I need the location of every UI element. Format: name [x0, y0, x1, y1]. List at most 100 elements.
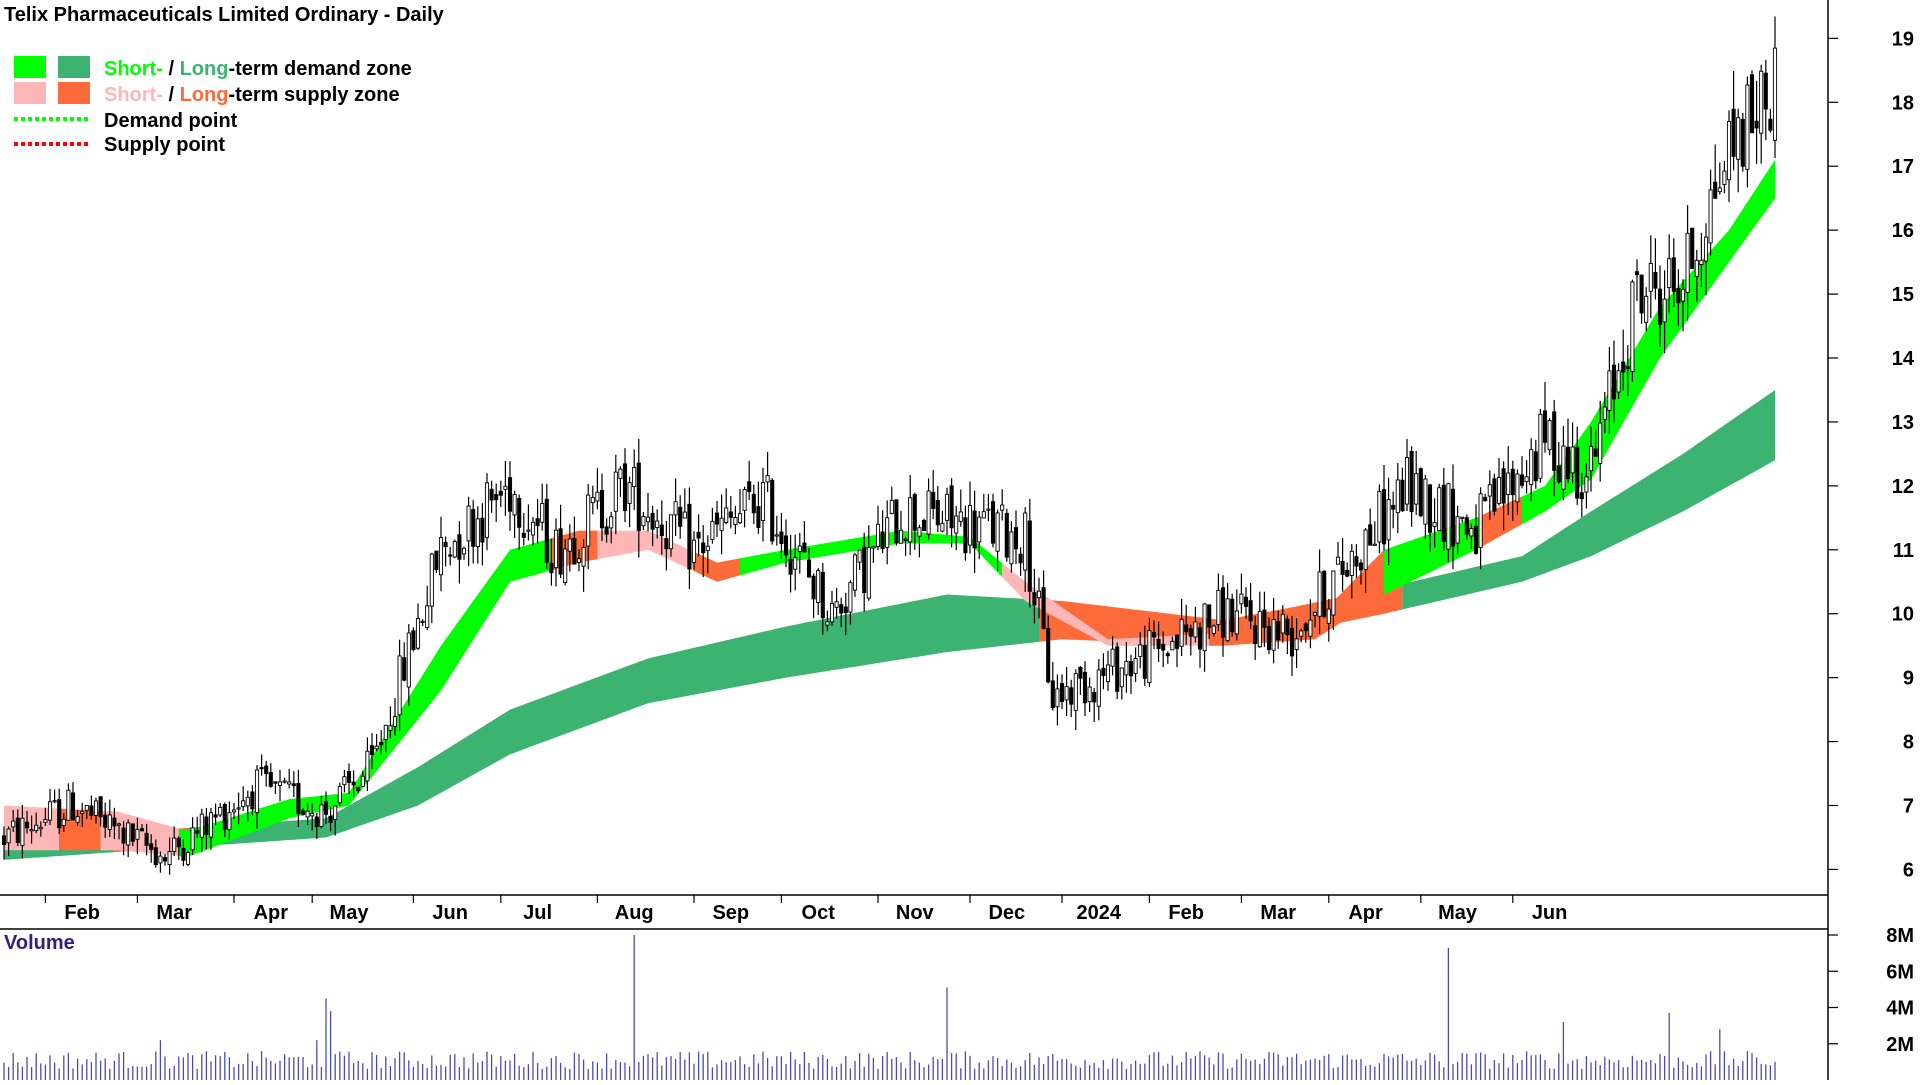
candle	[751, 484, 756, 525]
candle	[553, 518, 559, 587]
candle-body	[1703, 236, 1709, 262]
candle-body	[1391, 504, 1396, 510]
candle-body	[1046, 627, 1051, 683]
candle-body	[770, 479, 775, 542]
candle	[208, 807, 214, 850]
candle-body	[1722, 170, 1727, 185]
candle-body	[756, 506, 761, 528]
candle	[567, 524, 572, 572]
candle-body	[144, 832, 149, 846]
candle-body	[1736, 117, 1741, 160]
candle-body	[1234, 610, 1239, 635]
candle	[613, 454, 618, 535]
candle	[889, 486, 894, 515]
candle-body	[277, 781, 283, 786]
candle-body	[1598, 422, 1603, 464]
candle-body	[1372, 543, 1377, 546]
candle-body	[494, 494, 499, 501]
candle	[931, 469, 936, 520]
candle	[1450, 464, 1456, 570]
candle	[1372, 521, 1377, 546]
candle-body	[714, 512, 720, 525]
candle-body	[448, 554, 453, 557]
candle-body	[553, 529, 559, 569]
candle-body	[1395, 479, 1400, 514]
candle-body	[1529, 449, 1534, 486]
candle	[1745, 76, 1750, 188]
candle-body	[383, 724, 388, 740]
candle-body	[461, 547, 467, 555]
candle-body	[581, 547, 586, 567]
candle	[1749, 70, 1755, 134]
candle-body	[195, 830, 200, 834]
candle	[1253, 615, 1258, 660]
candle-body	[1151, 631, 1157, 638]
candle	[20, 804, 25, 859]
candle-body	[1248, 600, 1253, 622]
candle-body	[977, 516, 982, 543]
candle	[305, 803, 310, 825]
candle	[806, 548, 812, 578]
candle-body	[434, 550, 439, 571]
candle	[1634, 259, 1640, 301]
candle	[673, 478, 678, 537]
candle	[797, 532, 802, 574]
candle-body	[604, 526, 609, 535]
candle	[1533, 439, 1538, 489]
candle	[967, 481, 973, 554]
candle-body	[829, 602, 835, 623]
candle	[1529, 438, 1534, 502]
candle-body	[314, 816, 319, 827]
candle	[1644, 287, 1649, 332]
candle	[29, 815, 34, 844]
candle-body	[650, 512, 655, 530]
candle-body	[1464, 517, 1469, 535]
candle-body	[388, 725, 393, 731]
candle	[185, 850, 191, 867]
candle-body	[1050, 680, 1055, 709]
candle-body	[135, 829, 140, 840]
candle-body	[84, 805, 89, 811]
candle	[774, 515, 779, 546]
candle-body	[1542, 410, 1548, 443]
candle-body	[898, 529, 904, 544]
candle-body	[1621, 361, 1626, 373]
candle	[1271, 597, 1276, 664]
candle-body	[567, 538, 572, 552]
candle-body	[1418, 468, 1423, 517]
candle	[448, 546, 453, 566]
candle	[678, 495, 683, 539]
candle	[342, 769, 347, 793]
candle	[1441, 467, 1446, 551]
candle-body	[1455, 516, 1460, 544]
candle	[374, 734, 379, 752]
candle-body	[590, 497, 595, 504]
y-tick-label: 11	[1893, 540, 1914, 562]
candle	[1220, 575, 1226, 657]
candle	[116, 822, 122, 840]
candle-body	[1064, 686, 1069, 701]
candle-body	[949, 485, 954, 529]
candle	[1542, 382, 1548, 453]
candle-body	[1469, 528, 1474, 537]
candle-body	[1496, 477, 1502, 504]
candle	[618, 466, 623, 497]
candle-body	[402, 657, 407, 681]
candle-body	[103, 814, 108, 828]
candle	[287, 768, 292, 789]
candle	[586, 484, 591, 570]
candle	[572, 516, 577, 565]
candle-body	[820, 571, 825, 619]
candle-body	[1280, 613, 1285, 634]
candle-body	[379, 742, 384, 746]
candle-body	[1101, 667, 1106, 676]
candle	[1326, 598, 1331, 642]
candle-body	[862, 546, 867, 594]
candle-body	[1510, 468, 1515, 496]
candle-body	[1096, 669, 1101, 707]
candle	[1630, 279, 1635, 382]
candle	[1101, 653, 1106, 690]
candle	[728, 496, 733, 529]
candle-body	[1331, 570, 1336, 616]
candle	[1386, 477, 1391, 566]
